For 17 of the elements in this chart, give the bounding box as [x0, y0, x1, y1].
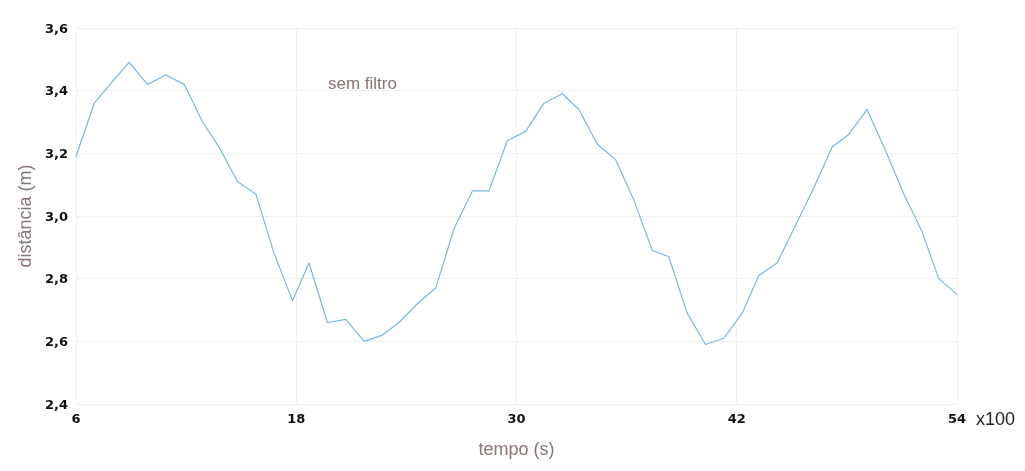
- y-axis-title: distância (m): [15, 164, 35, 268]
- line-series: [75, 61, 958, 346]
- x-tick-label: 54: [947, 411, 967, 426]
- x-tick-label: 18: [287, 411, 306, 426]
- x-axis-title: tempo (s): [478, 439, 555, 459]
- x-tick-label: 6: [71, 411, 81, 426]
- y-tick-label: 3,0: [44, 208, 68, 224]
- y-tick-label: 2,4: [44, 396, 68, 412]
- y-tick-label: 3,2: [44, 145, 68, 161]
- text: x100: [975, 409, 1016, 429]
- text: sem filtro: [328, 74, 397, 93]
- y-tick-label: 2,6: [44, 333, 68, 349]
- x-tick-label: 30: [507, 411, 526, 426]
- y-tick-label: 3,4: [44, 83, 68, 99]
- y-tick-label: 2,8: [44, 271, 68, 287]
- x-tick-label: 42: [727, 411, 746, 426]
- y-tick-label: 3,6: [44, 20, 68, 36]
